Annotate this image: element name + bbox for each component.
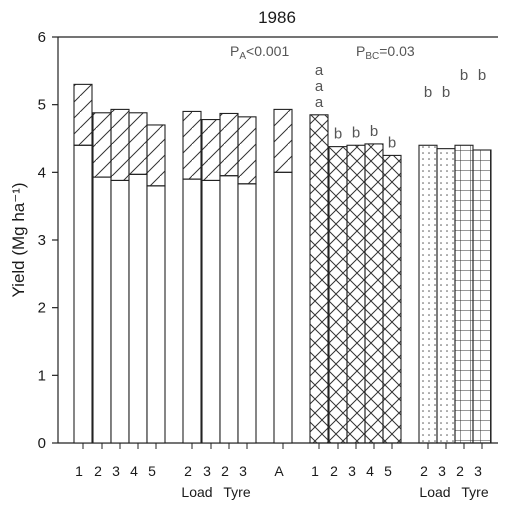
- y-tick-label: 1: [38, 367, 46, 384]
- significance-letter-extra: a: [315, 62, 324, 79]
- bar-upper-segment: [237, 116, 257, 185]
- x-tick-label: 2: [184, 463, 192, 479]
- bar-upper-segment: [273, 108, 293, 173]
- bar-16: [436, 148, 456, 444]
- x-tick-label: 2: [456, 463, 464, 479]
- bar-rect: [418, 144, 438, 444]
- bar-5: [182, 110, 202, 444]
- significance-letter: b: [352, 124, 360, 141]
- x-tick-label: 5: [384, 463, 392, 479]
- y-tick-label: 6: [38, 29, 46, 46]
- x-tick-label: 5: [148, 463, 156, 479]
- group-label-load-1: Load: [181, 484, 212, 500]
- significance-letter: b: [460, 67, 468, 84]
- significance-letter: b: [334, 126, 342, 143]
- bar-12: [346, 144, 366, 444]
- bar-11: [328, 146, 348, 444]
- significance-letter: b: [442, 84, 450, 101]
- significance-letters: ab b bbb bb baa: [315, 62, 486, 152]
- chart-title: 1986: [258, 8, 296, 27]
- bar-lower-segment: [219, 175, 239, 444]
- bar-8: [237, 116, 257, 444]
- bar-10: [309, 114, 329, 444]
- pa-annotation: PA<0.001: [230, 43, 289, 62]
- x-tick-label: 3: [348, 463, 356, 479]
- significance-letter: a: [315, 94, 324, 111]
- x-tick-label: 2: [221, 463, 229, 479]
- bar-upper-segment: [201, 119, 221, 182]
- bar-rect: [472, 149, 492, 444]
- y-tick-label: 5: [38, 97, 46, 114]
- bar-lower-segment: [146, 185, 166, 444]
- significance-letter: b: [424, 84, 432, 101]
- bar-15: [418, 144, 438, 444]
- bar-2: [110, 108, 130, 444]
- bar-lower-segment: [237, 183, 257, 444]
- x-tick-label: 2: [330, 463, 338, 479]
- x-tick-label: A: [274, 463, 284, 479]
- significance-letter: b: [478, 67, 486, 84]
- bar-rect: [436, 148, 456, 444]
- bar-4: [146, 124, 166, 444]
- bar-rect: [364, 143, 384, 444]
- bar-lower-segment: [273, 171, 293, 444]
- group-label-tyre-1: Tyre: [223, 484, 250, 500]
- bar-lower-segment: [201, 179, 221, 444]
- x-tick-label: 2: [420, 463, 428, 479]
- x-tick-label: 3: [112, 463, 120, 479]
- bar-upper-segment: [92, 112, 112, 178]
- bar-13: [364, 143, 384, 444]
- significance-letter-extra: a: [315, 78, 324, 95]
- x-tick-label: 1: [75, 463, 83, 479]
- y-tick-label: 4: [38, 164, 46, 181]
- x-tick-label: 2: [94, 463, 102, 479]
- y-tick-label: 3: [38, 232, 46, 249]
- bar-9: [273, 108, 293, 444]
- bar-rect: [309, 114, 329, 444]
- x-tick-label: 4: [130, 463, 138, 479]
- significance-letter: b: [370, 123, 378, 140]
- bar-rect: [382, 154, 402, 444]
- bar-lower-segment: [182, 178, 202, 444]
- bar-1: [92, 112, 112, 444]
- x-tick-label: 3: [474, 463, 482, 479]
- bar-17: [454, 144, 474, 444]
- bar-rect: [346, 144, 366, 444]
- y-axis-label: Yield (Mg ha⁻¹): [9, 182, 28, 297]
- bar-upper-segment: [219, 112, 239, 177]
- bar-7: [219, 112, 239, 444]
- bar-lower-segment: [73, 144, 93, 444]
- bar-rect: [328, 146, 348, 444]
- bar-14: [382, 154, 402, 444]
- bar-upper-segment: [182, 110, 202, 180]
- y-tick-label: 0: [38, 435, 46, 452]
- bar-0: [73, 83, 93, 444]
- bar-rect: [454, 144, 474, 444]
- bar-lower-segment: [110, 179, 130, 444]
- significance-letter: b: [388, 134, 396, 151]
- bar-lower-segment: [128, 173, 148, 444]
- x-tick-label: 3: [239, 463, 247, 479]
- bar-upper-segment: [128, 112, 148, 175]
- x-tick-label: 4: [366, 463, 374, 479]
- pbc-annotation: PBC=0.03: [356, 43, 415, 62]
- x-tick-label: 3: [203, 463, 211, 479]
- bar-upper-segment: [73, 83, 93, 146]
- bar-6: [201, 119, 221, 444]
- y-tick-label: 2: [38, 300, 46, 317]
- bar-upper-segment: [110, 108, 130, 182]
- x-tick-label: 1: [311, 463, 319, 479]
- bars: [73, 83, 492, 444]
- bar-lower-segment: [92, 176, 112, 444]
- group-label-load-2: Load: [419, 484, 450, 500]
- group-label-tyre-2: Tyre: [461, 484, 488, 500]
- bar-18: [472, 149, 492, 444]
- x-tick-label: 3: [438, 463, 446, 479]
- bar-3: [128, 112, 148, 444]
- bar-upper-segment: [146, 124, 166, 187]
